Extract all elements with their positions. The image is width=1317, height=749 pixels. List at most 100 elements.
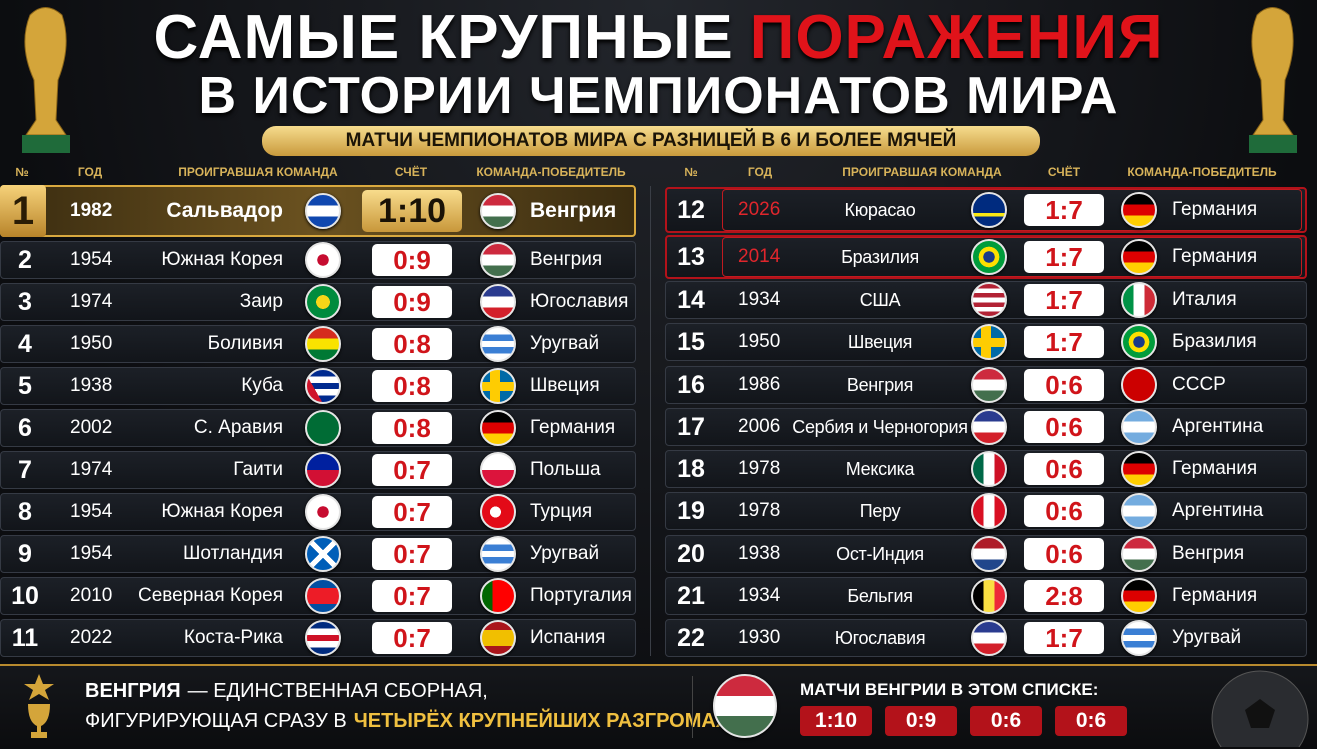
winning-team: Уругвай xyxy=(530,543,600,564)
winning-team: Венгрия xyxy=(1172,542,1245,564)
row-highlight xyxy=(722,189,1302,231)
column-header: ПРОИГРАВШАЯ КОМАНДА xyxy=(842,165,1002,179)
winner-flag xyxy=(1121,324,1157,361)
rank: 19 xyxy=(677,497,705,526)
winner-flag xyxy=(1121,577,1157,614)
score: 0:7 xyxy=(372,454,452,486)
title-line-1: САМЫЕ КРУПНЫЕ ПОРАЖЕНИЯ xyxy=(0,2,1317,73)
year: 1954 xyxy=(70,501,113,522)
footer-divider xyxy=(692,676,693,738)
loser-flag xyxy=(971,620,1007,656)
loser-flag xyxy=(305,242,341,278)
losing-team: Южная Корея xyxy=(161,249,283,270)
year: 1950 xyxy=(70,333,113,354)
year: 1930 xyxy=(738,627,781,648)
hungary-match-score: 0:9 xyxy=(885,706,957,736)
rank: 10 xyxy=(11,582,39,610)
score: 0:8 xyxy=(372,412,452,444)
winning-team: Бразилия xyxy=(1172,331,1257,353)
score: 0:9 xyxy=(372,244,452,276)
footer-highlight: ЧЕТЫРЁХ КРУПНЕЙШИХ РАЗГРОМАХ ЧМ xyxy=(353,710,766,732)
year: 2014 xyxy=(738,246,781,267)
hungary-flag xyxy=(713,674,777,738)
loser-flag xyxy=(971,239,1007,275)
year: 2022 xyxy=(70,627,113,648)
losing-team: Южная Корея xyxy=(161,501,283,522)
score: 1:7 xyxy=(1024,241,1104,273)
winner-flag xyxy=(480,494,516,530)
losing-team: Бельгия xyxy=(847,585,913,606)
losing-team: Сальвадор xyxy=(166,199,283,222)
year: 1986 xyxy=(738,373,781,395)
rank: 3 xyxy=(18,288,32,316)
rank-badge xyxy=(0,185,46,237)
score: 1:7 xyxy=(1024,284,1104,316)
score: 0:6 xyxy=(1024,453,1104,485)
rank: 9 xyxy=(18,540,32,568)
loser-flag xyxy=(305,410,341,446)
score: 1:7 xyxy=(1024,622,1104,654)
trophy-base xyxy=(22,135,70,153)
loser-flag xyxy=(305,578,341,614)
losing-team: Гаити xyxy=(233,459,283,480)
losing-team: Югославия xyxy=(834,628,926,648)
rank: 12 xyxy=(677,196,705,224)
loser-flag xyxy=(971,408,1007,445)
year: 2002 xyxy=(70,417,113,438)
year: 1950 xyxy=(738,331,781,353)
losing-team: Перу xyxy=(859,501,901,522)
losing-team: Кюрасао xyxy=(844,200,916,220)
score: 0:7 xyxy=(372,496,452,528)
score: 0:7 xyxy=(372,538,452,570)
rank: 4 xyxy=(18,330,32,358)
winning-team: Аргентина xyxy=(1172,500,1264,522)
year: 1974 xyxy=(70,291,113,312)
winner-flag xyxy=(1121,535,1157,572)
score: 2:8 xyxy=(1024,579,1104,612)
loser-flag xyxy=(305,326,341,362)
winner-flag xyxy=(480,410,516,446)
footer-line-2: ФИГУРИРУЮЩАЯ СРАЗУ В ЧЕТЫРЁХ КРУПНЕЙШИХ Р… xyxy=(85,710,765,733)
footer-text: ФИГУРИРУЮЩАЯ СРАЗУ В xyxy=(85,710,347,732)
year: 2026 xyxy=(738,199,781,220)
matches-title: МАТЧИ ВЕНГРИИ В ЭТОМ СПИСКЕ: xyxy=(800,680,1099,699)
winning-team: Венгрия xyxy=(530,249,603,270)
year: 1934 xyxy=(738,289,781,310)
winning-team: Германия xyxy=(530,417,616,438)
title-highlight: ПОРАЖЕНИЯ xyxy=(749,3,1164,72)
footer-team: ВЕНГРИЯ xyxy=(85,680,181,702)
loser-flag xyxy=(971,366,1007,403)
winner-flag xyxy=(1121,239,1157,275)
rank: 21 xyxy=(677,581,705,610)
football-decor xyxy=(1211,670,1309,747)
footer-line-1: ВЕНГРИЯ — ЕДИНСТВЕННАЯ СБОРНАЯ, xyxy=(85,680,488,703)
column-header: ГОД xyxy=(77,165,103,179)
losing-team: Куба xyxy=(241,375,283,396)
losing-team: Сербия и Черногория xyxy=(792,416,968,437)
rank: 8 xyxy=(18,498,32,526)
loser-flag xyxy=(305,284,341,320)
winner-flag xyxy=(480,193,516,229)
loser-flag xyxy=(305,368,341,404)
column-header: ПРОИГРАВШАЯ КОМАНДА xyxy=(178,165,338,179)
winner-flag xyxy=(1121,366,1157,403)
footer-text: — ЕДИНСТВЕННАЯ СБОРНАЯ, xyxy=(187,680,488,702)
loser-flag xyxy=(971,451,1007,487)
loser-flag xyxy=(971,577,1007,614)
winning-team: Германия xyxy=(1172,199,1258,220)
hungary-match-score: 1:10 xyxy=(800,706,872,736)
row-highlight xyxy=(722,237,1302,277)
rank: 17 xyxy=(677,412,705,441)
column-header: КОМАНДА-ПОБЕДИТЕЛЬ xyxy=(476,165,626,179)
year: 1938 xyxy=(738,542,781,564)
losing-team: С. Аравия xyxy=(193,417,283,438)
loser-flag xyxy=(971,324,1007,361)
winning-team: Испания xyxy=(530,627,606,648)
winner-flag xyxy=(480,578,516,614)
score: 0:6 xyxy=(1024,495,1104,528)
rank: 13 xyxy=(677,243,705,271)
score: 1:7 xyxy=(1024,326,1104,359)
